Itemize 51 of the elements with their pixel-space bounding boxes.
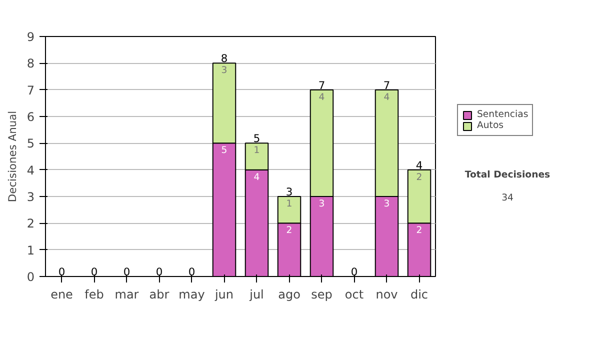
text: Total Decisiones <box>464 170 551 180</box>
total-label: 7 <box>383 78 390 92</box>
data-label: 5 <box>221 145 228 156</box>
total-label: 5 <box>253 132 260 146</box>
y-tick-label: 6 <box>26 110 35 124</box>
x-tick-label: mar <box>114 288 139 302</box>
x-tick-label: may <box>178 288 205 302</box>
total-label: 7 <box>318 78 326 92</box>
y-axis-title: Decisiones Anual <box>6 110 19 202</box>
total-label: 4 <box>416 158 423 172</box>
data-label: 2 <box>286 225 292 236</box>
data-label: 2 <box>416 225 422 236</box>
x-tick-label: oct <box>344 288 364 302</box>
data-label: 1 <box>254 145 260 156</box>
data-label: 4 <box>254 172 260 183</box>
x-tick-label: dic <box>410 288 428 302</box>
data-label: 4 <box>318 92 325 103</box>
total-label: 0 <box>156 266 163 278</box>
total-label: 0 <box>58 266 66 278</box>
total-label: 8 <box>220 52 228 66</box>
y-tick-label: 2 <box>26 216 35 231</box>
data-label: 2 <box>416 172 422 183</box>
x-tick-label: sep <box>311 288 332 302</box>
text: 34 <box>502 192 514 204</box>
x-tick-label: feb <box>84 288 104 302</box>
x-tick-label: ago <box>278 288 300 302</box>
y-tick-label: 3 <box>26 190 35 204</box>
total-label: 0 <box>350 266 358 278</box>
y-tick-label: 8 <box>26 56 35 71</box>
data-label: 3 <box>221 65 228 76</box>
y-tick-label: 7 <box>26 83 35 98</box>
y-tick-label: 0 <box>26 270 35 284</box>
legend-label: Autos <box>477 120 504 131</box>
total-label: 0 <box>188 266 196 278</box>
x-tick-label: jul <box>248 288 264 302</box>
x-tick-label: jun <box>214 288 234 302</box>
total-label: 0 <box>90 266 98 278</box>
y-tick-label: 9 <box>26 30 35 44</box>
x-tick-label: nov <box>376 288 398 302</box>
total-label: 3 <box>286 186 293 198</box>
y-tick-label: 4 <box>26 163 35 178</box>
y-tick-label: 1 <box>26 243 35 258</box>
data-label: 3 <box>318 198 325 210</box>
legend-label: Sentencias <box>477 109 528 120</box>
data-label: 4 <box>384 92 390 103</box>
y-tick-label: 5 <box>26 136 35 151</box>
data-label: 1 <box>286 198 292 210</box>
x-tick-label: abr <box>149 288 170 302</box>
total-label: 0 <box>123 266 130 278</box>
data-label: 3 <box>384 198 390 210</box>
x-tick-label: ene <box>50 288 73 302</box>
